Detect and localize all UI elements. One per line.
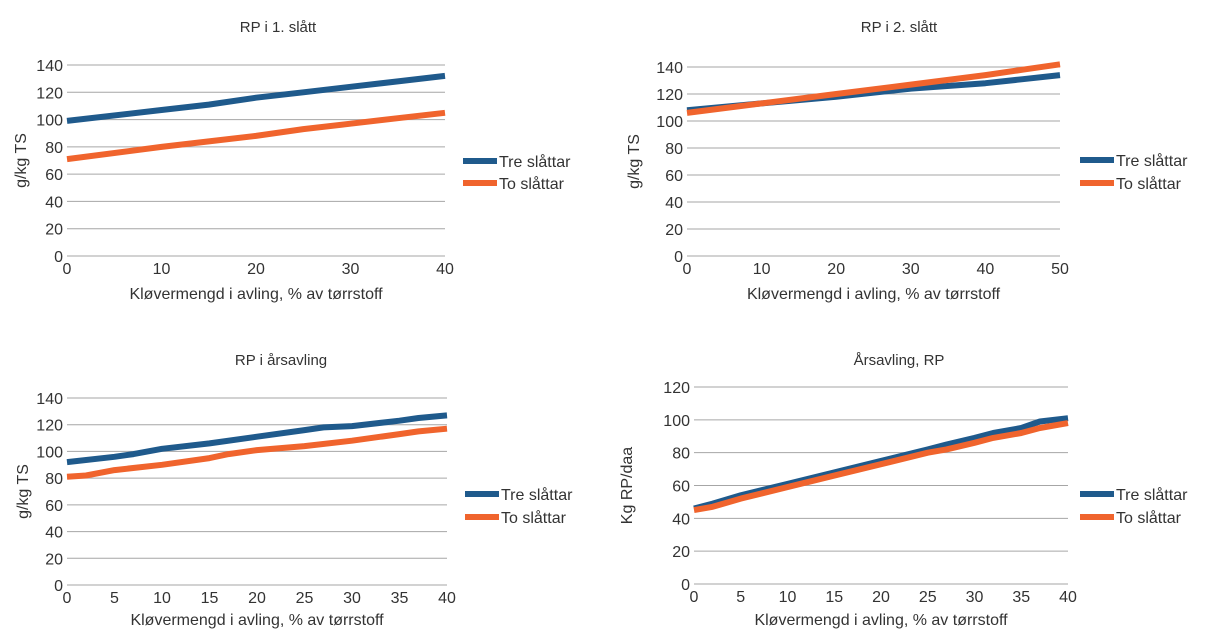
y-tick-label: 100 xyxy=(36,113,63,130)
y-tick-label: 40 xyxy=(672,511,690,528)
y-axis-title: g/kg TS xyxy=(626,134,643,189)
x-tick-label: 30 xyxy=(342,261,360,278)
x-tick-label: 10 xyxy=(779,589,797,606)
y-tick-label: 0 xyxy=(674,249,683,266)
legend-label: Tre slåttar xyxy=(1116,152,1188,170)
y-axis-title: g/kg TS xyxy=(13,133,30,188)
legend-label: Tre slåttar xyxy=(501,486,573,504)
x-tick-label: 35 xyxy=(391,590,409,607)
x-tick-label: 40 xyxy=(1059,589,1077,606)
x-tick-label: 30 xyxy=(966,589,984,606)
y-axis-title: g/kg TS xyxy=(15,464,32,519)
x-axis-title: Kløvermengd i avling, % av tørrstoff xyxy=(754,612,1008,629)
y-tick-label: 100 xyxy=(656,114,683,131)
x-tick-label: 20 xyxy=(247,261,265,278)
chart-rp-arsavling: RP i årsavling 0 20 40 60 80 100 120 140 0 5 10 15 20… xyxy=(15,352,573,629)
y-tick-label: 20 xyxy=(45,551,63,568)
y-tick-label: 20 xyxy=(665,222,683,239)
y-tick-label: 140 xyxy=(36,391,63,408)
x-tick-label: 0 xyxy=(690,589,699,606)
y-tick-label: 20 xyxy=(45,222,63,239)
y-tick-label: 60 xyxy=(665,168,683,185)
series-line xyxy=(686,61,1061,116)
y-tick-label: 140 xyxy=(656,60,683,77)
legend-label: To slåttar xyxy=(1116,175,1182,193)
y-tick-label: 140 xyxy=(36,58,63,75)
y-tick-label: 100 xyxy=(663,413,690,430)
y-tick-label: 0 xyxy=(681,577,690,594)
y-tick-label: 60 xyxy=(45,498,63,515)
y-tick-label: 20 xyxy=(672,544,690,561)
y-tick-label: 120 xyxy=(656,87,683,104)
y-tick-label: 0 xyxy=(54,578,63,595)
y-tick-label: 80 xyxy=(672,446,690,463)
legend-label: Tre slåttar xyxy=(1116,486,1188,504)
x-tick-label: 0 xyxy=(683,261,692,278)
y-axis-title: Kg RP/daa xyxy=(619,447,636,524)
chart-title: RP i årsavling xyxy=(235,352,327,369)
y-tick-label: 120 xyxy=(36,85,63,102)
x-tick-label: 35 xyxy=(1012,589,1030,606)
x-tick-label: 15 xyxy=(825,589,843,606)
x-tick-label: 30 xyxy=(343,590,361,607)
x-tick-label: 15 xyxy=(201,590,219,607)
y-tick-label: 80 xyxy=(665,141,683,158)
y-tick-label: 120 xyxy=(663,380,690,397)
y-tick-label: 60 xyxy=(672,479,690,496)
x-tick-label: 20 xyxy=(248,590,266,607)
x-tick-label: 0 xyxy=(63,590,72,607)
y-tick-label: 100 xyxy=(36,444,63,461)
legend-label: To slåttar xyxy=(501,509,567,527)
x-axis-title: Kløvermengd i avling, % av tørrstoff xyxy=(129,286,383,303)
legend-label: To slåttar xyxy=(1116,509,1182,527)
x-tick-label: 40 xyxy=(977,261,995,278)
series-line xyxy=(66,72,446,124)
legend-label: Tre slåttar xyxy=(499,153,571,171)
x-tick-label: 20 xyxy=(827,261,845,278)
y-tick-label: 40 xyxy=(45,194,63,211)
chart-arsavling-rp: Årsavling, RP 0 20 40 60 80 100 120 0 5 10 15 20 25 30… xyxy=(619,352,1188,629)
y-tick-label: 60 xyxy=(45,167,63,184)
chart-rp-1-slatt: RP i 1. slått 0 20 40 60 80 100 120 140 0 10 20 30 40… xyxy=(13,19,571,303)
series-line xyxy=(693,415,1069,512)
y-tick-label: 80 xyxy=(45,140,63,157)
y-tick-label: 0 xyxy=(54,249,63,266)
x-tick-label: 30 xyxy=(902,261,920,278)
x-axis-title: Kløvermengd i avling, % av tørrstoff xyxy=(747,286,1001,303)
x-axis-title: Kløvermengd i avling, % av tørrstoff xyxy=(130,612,384,629)
x-tick-label: 25 xyxy=(296,590,314,607)
series-line xyxy=(66,109,446,163)
series-line xyxy=(66,412,448,466)
series-line xyxy=(693,420,1069,514)
x-tick-label: 20 xyxy=(872,589,890,606)
y-tick-label: 80 xyxy=(45,471,63,488)
x-tick-label: 40 xyxy=(438,590,456,607)
y-tick-label: 40 xyxy=(45,525,63,542)
x-tick-label: 25 xyxy=(919,589,937,606)
y-tick-label: 120 xyxy=(36,418,63,435)
x-tick-label: 40 xyxy=(436,261,454,278)
x-tick-label: 10 xyxy=(753,261,771,278)
legend-label: To slåttar xyxy=(499,175,565,193)
chart-rp-2-slatt: RP i 2. slått 0 20 40 60 80 100 120 140 0 10 20 30 40… xyxy=(626,19,1188,303)
x-tick-label: 50 xyxy=(1051,261,1069,278)
chart-title: RP i 1. slått xyxy=(240,19,317,36)
x-tick-label: 10 xyxy=(153,261,171,278)
x-tick-label: 10 xyxy=(153,590,171,607)
chart-title: RP i 2. slått xyxy=(861,19,938,36)
x-tick-label: 0 xyxy=(63,261,72,278)
chart-title: Årsavling, RP xyxy=(854,352,945,369)
x-tick-label: 5 xyxy=(736,589,745,606)
x-tick-label: 5 xyxy=(110,590,119,607)
y-tick-label: 40 xyxy=(665,195,683,212)
series-line xyxy=(66,425,448,480)
